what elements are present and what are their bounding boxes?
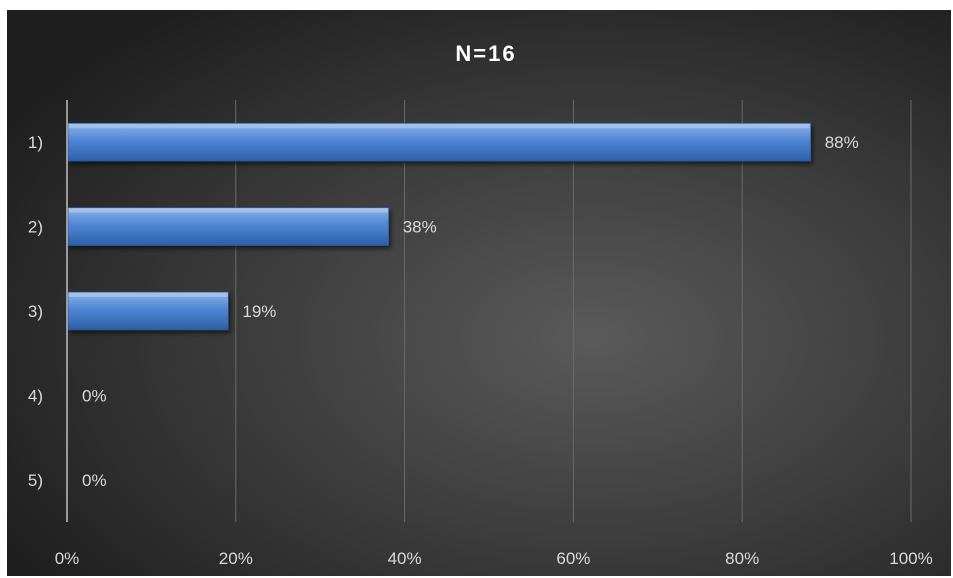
data-label: 19% [242,302,276,321]
bar-3 [67,291,229,331]
bar-chart: N=16 0% 20% 40% 60% 80% 100% 1) 88% 2) 38% 3) 19% 4)… [7,10,951,576]
category-label: 3) [28,302,43,321]
category-label: 5) [28,471,43,490]
data-label: 38% [403,218,437,237]
gridlines [235,100,912,522]
bars [67,122,812,331]
chart-container: N=16 0% 20% 40% 60% 80% 100% 1) 88% 2) 38% 3) 19% 4)… [7,10,951,576]
bar-2 [67,207,390,246]
data-label: 0% [82,386,107,405]
category-label: 2) [28,218,43,237]
category-label: 4) [28,386,43,405]
bar-1 [67,122,812,162]
category-label: 1) [28,133,43,152]
x-tick-label: 100% [889,549,932,568]
x-tick-label: 0% [55,549,80,568]
x-tick-label: 20% [219,549,253,568]
chart-title: N=16 [455,41,516,66]
data-label: 88% [825,133,859,152]
data-label: 0% [82,471,107,490]
labels: 0% 20% 40% 60% 80% 100% 1) 88% 2) 38% 3) 19% 4) 0% 5) 0… [28,133,933,568]
x-tick-label: 80% [725,549,759,568]
x-tick-label: 40% [388,549,422,568]
bar-highlight-3 [69,293,228,297]
bar-highlight-1 [69,124,810,129]
x-tick-label: 60% [556,549,590,568]
bar-highlight-2 [69,208,388,213]
